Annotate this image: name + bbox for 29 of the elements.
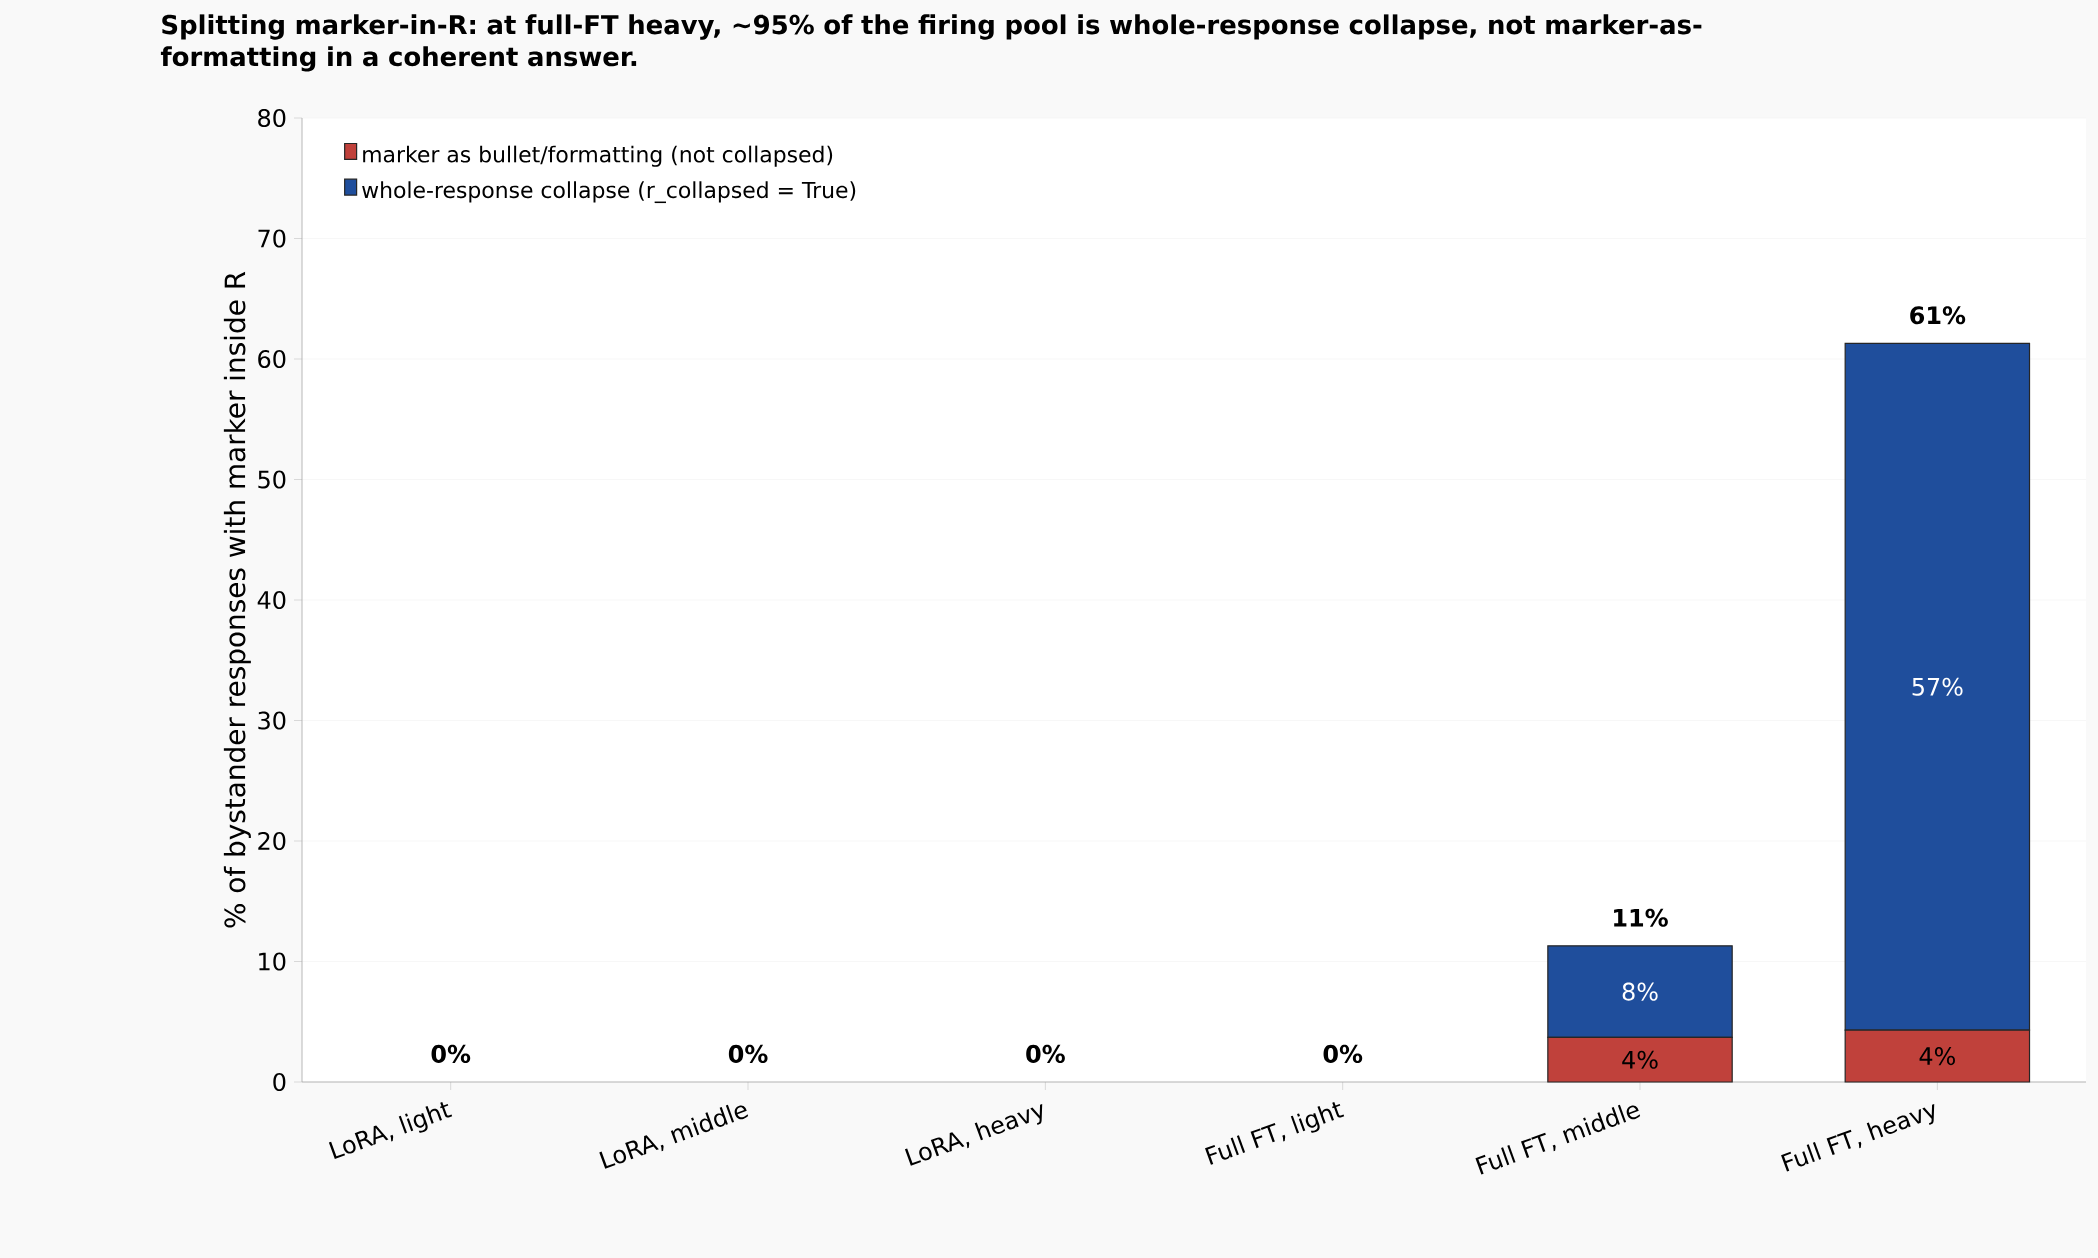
total-label: 0% (1323, 1044, 1363, 1063)
x-tick-label: LoRA, heavy (904, 1104, 1043, 1166)
legend-label: whole-response collapse (r_collapsed = True) (362, 181, 856, 204)
y-tick-label: 0 (273, 1072, 286, 1092)
y-tick-label: 80 (258, 108, 286, 128)
data-label: 57% (1912, 677, 1963, 696)
x-tick-label: Full FT, middle (1475, 1104, 1641, 1175)
x-tick-label: Full FT, heavy (1781, 1104, 1935, 1172)
y-tick-label: 50 (258, 470, 286, 489)
data-label: 8% (1622, 982, 1658, 1001)
chart-title: Splitting marker-in-R: at full-FT heavy, ~95% of the firing pool is whole-response collapse, not marker-as-formatting in a coherent answer. (160, 14, 1702, 72)
x-tick-label: LoRA, light (328, 1102, 453, 1159)
y-tick-label: 10 (259, 952, 286, 971)
y-tick-label: 60 (258, 349, 286, 369)
data-label: 4% (1622, 1050, 1658, 1069)
y-tick-label: 70 (258, 229, 286, 248)
data-label: 4% (1919, 1047, 1955, 1066)
y-axis-title: % of bystander responses with marker inside R (223, 271, 251, 928)
total-label: 11% (1614, 908, 1668, 927)
total-label: 0% (431, 1044, 471, 1063)
total-label: 61% (1910, 306, 1966, 325)
y-tick-label: 30 (258, 711, 286, 730)
total-label: 0% (728, 1044, 768, 1063)
y-tick-label: 20 (258, 831, 286, 851)
x-tick-label: LoRA, middle (599, 1104, 749, 1169)
x-tick-label: Full FT, light (1205, 1102, 1345, 1165)
y-tick-label: 40 (257, 590, 286, 610)
legend-label: marker as bullet/formatting (not collapsed) (363, 145, 833, 167)
total-label: 0% (1026, 1044, 1065, 1063)
